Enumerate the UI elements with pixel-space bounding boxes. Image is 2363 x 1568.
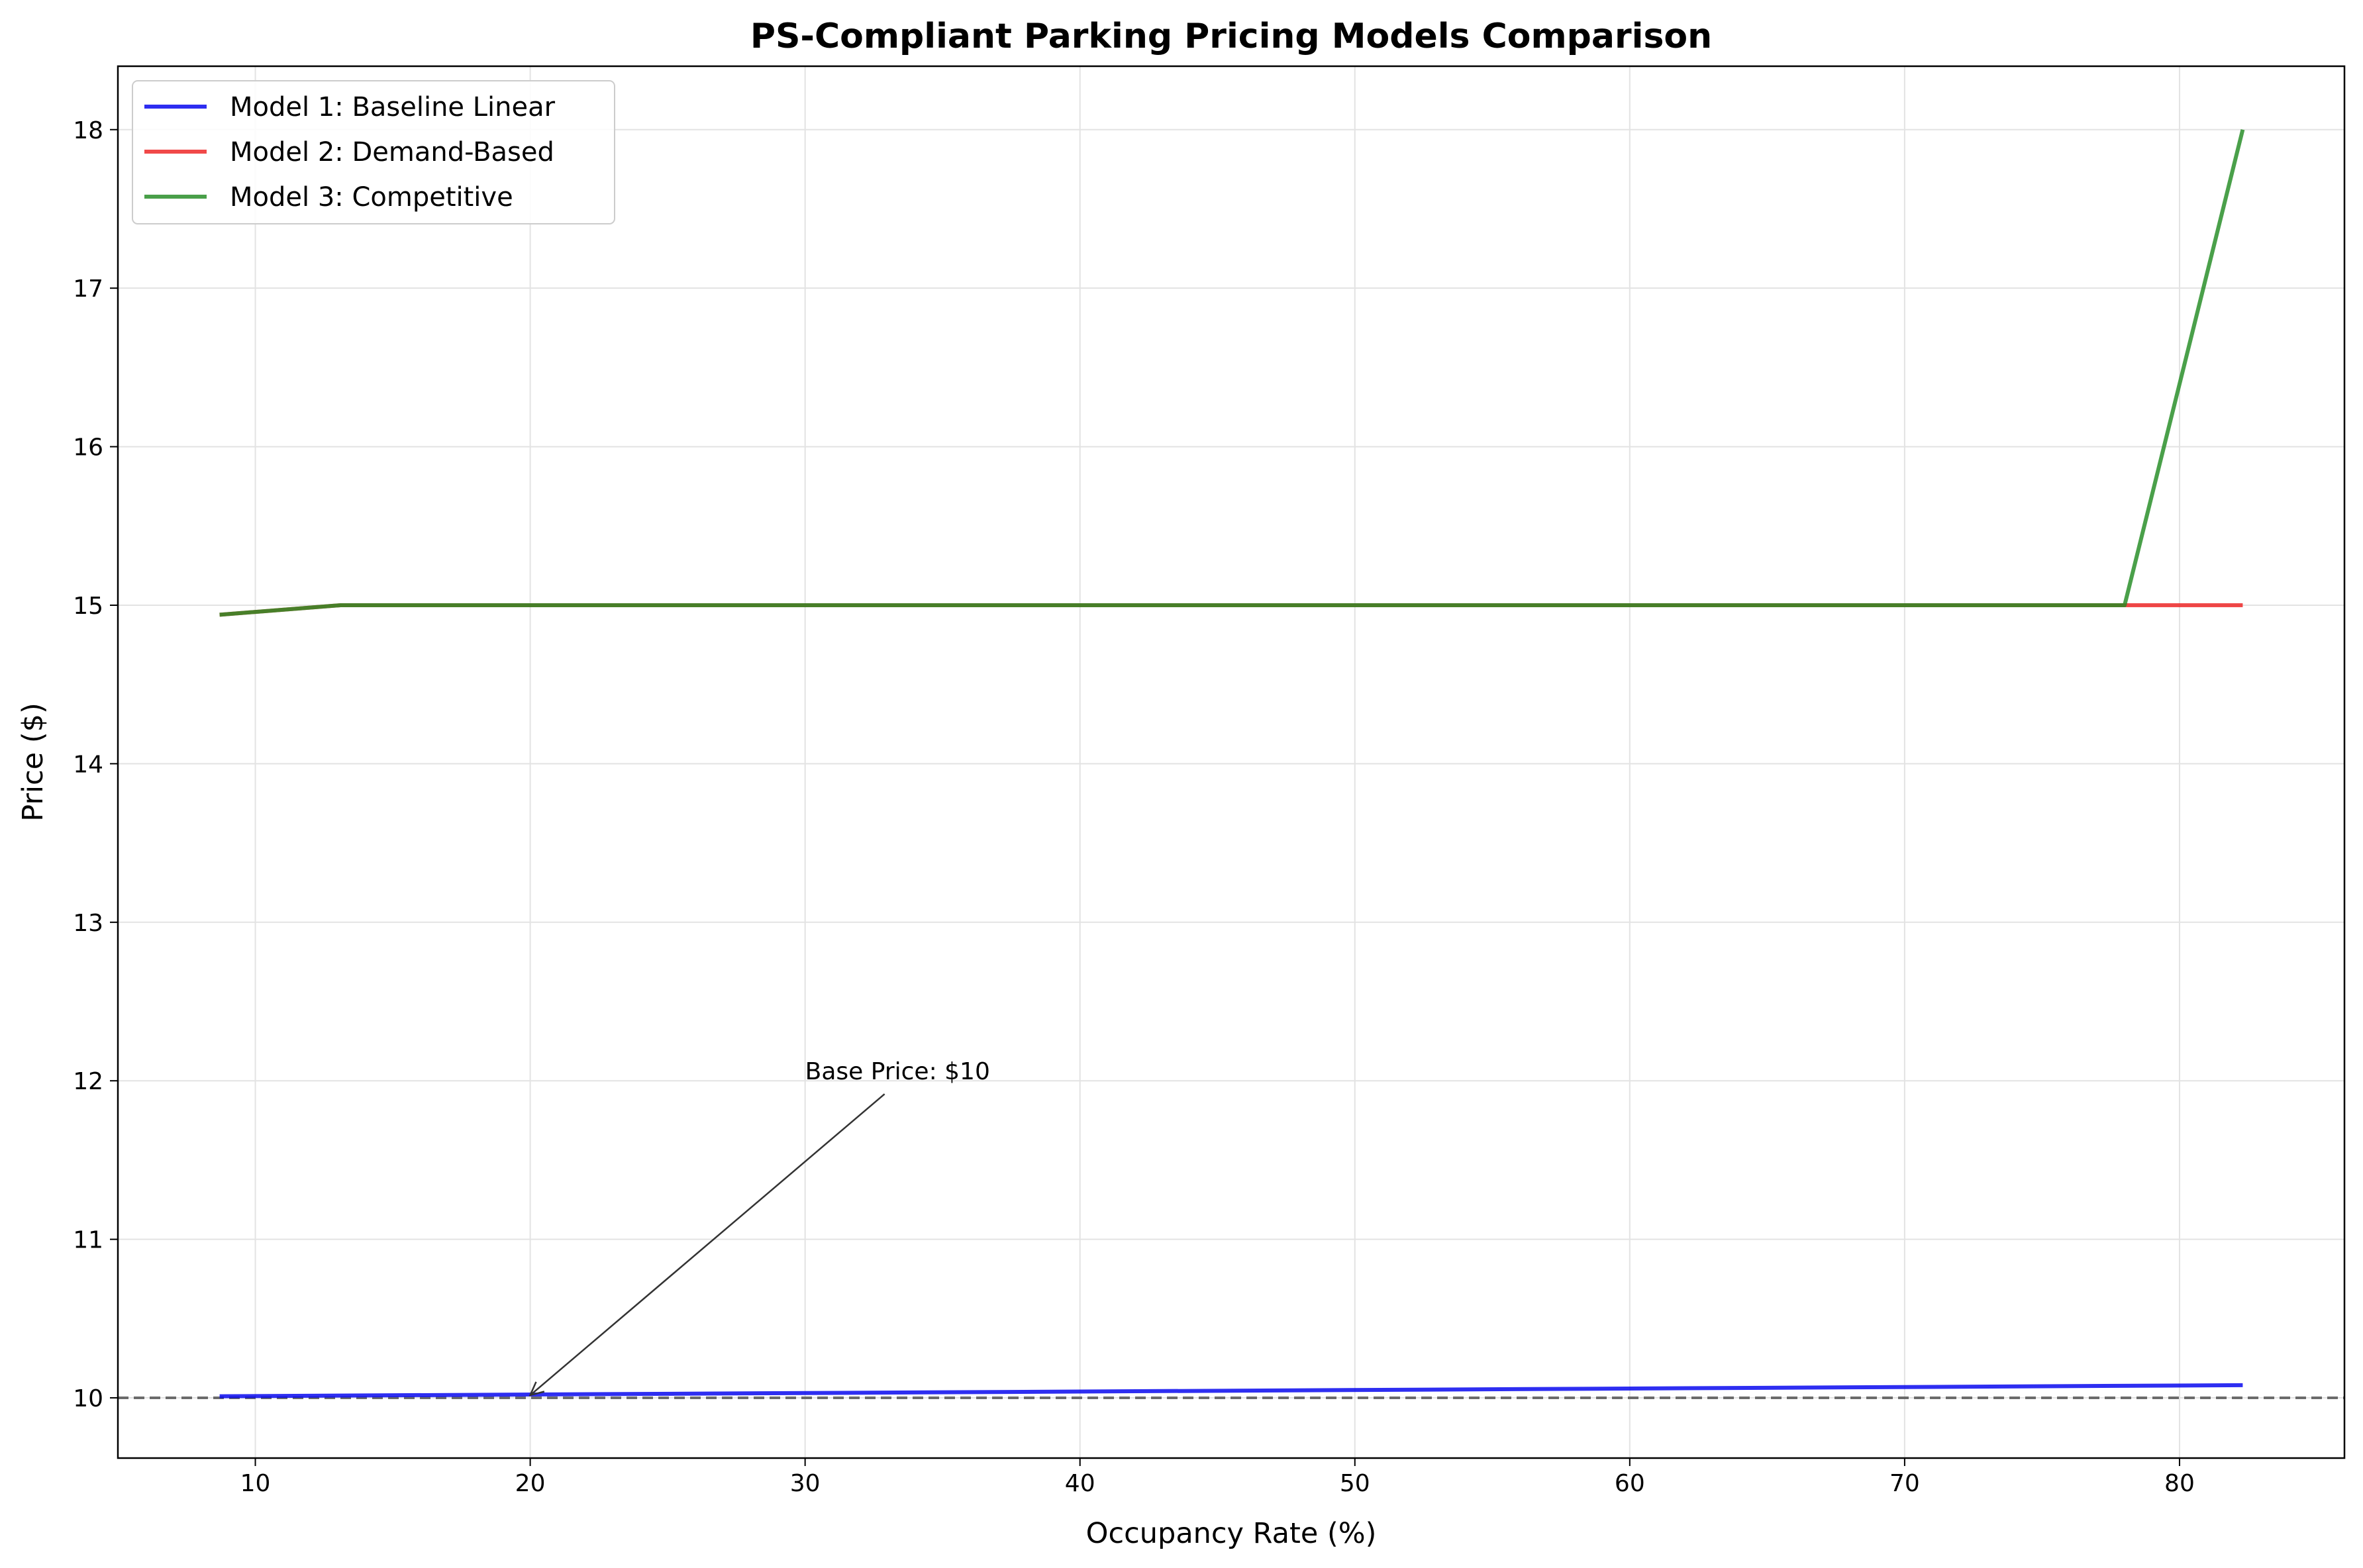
- x-tick-label: 20: [515, 1470, 546, 1497]
- y-tick-label: 18: [73, 117, 103, 144]
- y-tick-label: 11: [73, 1227, 103, 1254]
- y-tick-label: 13: [73, 910, 103, 937]
- y-axis-label: Price ($): [17, 703, 50, 821]
- x-tick-label: 70: [1889, 1470, 1920, 1497]
- x-tick-label: 60: [1615, 1470, 1645, 1497]
- y-tick-label: 14: [73, 751, 103, 778]
- x-tick-label: 40: [1065, 1470, 1095, 1497]
- y-tick-label: 15: [73, 593, 103, 620]
- x-axis-label: Occupancy Rate (%): [1086, 1517, 1377, 1550]
- chart-title: PS-Compliant Parking Pricing Models Comp…: [750, 17, 1712, 56]
- legend: Model 1: Baseline Linear Model 2: Demand-…: [132, 80, 615, 224]
- tick-layer: 10 20 30 40 50 60 70 80 10 11 12 13 14 15 16 17 18: [73, 117, 2195, 1497]
- y-tick-label: 10: [73, 1385, 103, 1412]
- series-layer: [219, 129, 2245, 1398]
- annotation-arrowhead: [528, 1381, 545, 1396]
- y-tick-label: 12: [73, 1068, 103, 1095]
- x-tick-label: 10: [240, 1470, 271, 1497]
- annotation-label: Base Price: $10: [805, 1058, 990, 1085]
- legend-label-model-3: Model 3: Competitive: [230, 182, 513, 213]
- x-tick-label: 50: [1340, 1470, 1370, 1497]
- y-tick-label: 16: [73, 434, 103, 462]
- x-tick-label: 30: [790, 1470, 821, 1497]
- series-line-model-1: [219, 1383, 2243, 1398]
- legend-label-model-1: Model 1: Baseline Linear: [230, 92, 556, 122]
- y-tick-label: 17: [73, 275, 103, 303]
- legend-box: [132, 80, 615, 224]
- annotation-layer: Base Price: $10: [528, 1058, 990, 1396]
- plot-frame: [117, 65, 2346, 1459]
- x-tick-label: 80: [2164, 1470, 2195, 1497]
- annotation-arrow: [529, 1093, 885, 1396]
- series-line-model-3: [219, 129, 2245, 617]
- legend-label-model-2: Model 2: Demand-Based: [230, 137, 554, 168]
